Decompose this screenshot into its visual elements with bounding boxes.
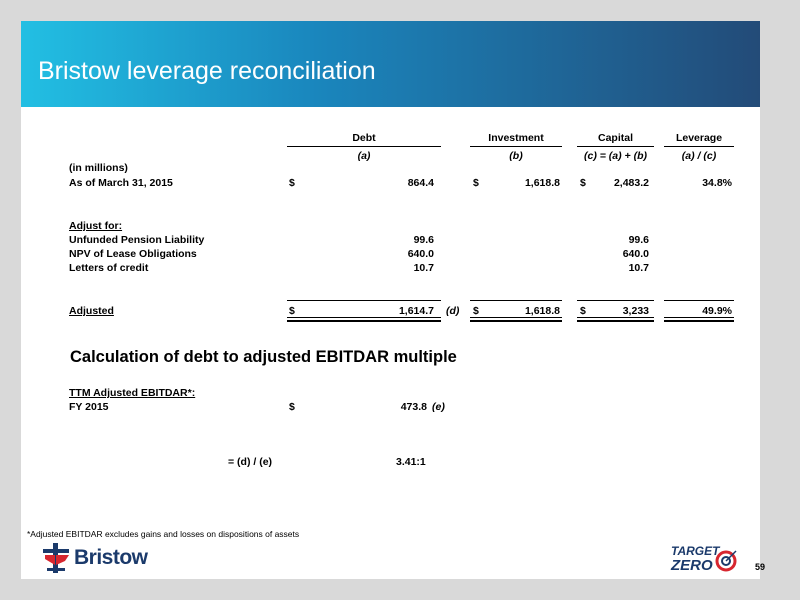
col-sub-capital: (c) = (a) + (b) [583,150,647,162]
currency-symbol: $ [580,305,586,317]
header-rule-capital [577,146,654,147]
col-header-leverage: Leverage [675,132,723,144]
as-of-debt-value: 864.4 [407,177,434,189]
as-of-investment-value: 1,618.8 [524,177,560,189]
units-label: (in millions) [69,162,128,174]
target-zero-bottom-text: ZERO [671,557,713,574]
as-of-capital-value: 2,483.2 [613,177,649,189]
header-rule-investment [470,146,562,147]
double-rule-investment [470,317,562,322]
ebitdar-value: 473.8 [400,401,427,413]
slide: Bristow leverage reconciliation Debt Inv… [21,21,765,579]
adjustment-label: Unfunded Pension Liability [69,234,205,246]
adjustment-capital-value: 10.7 [628,262,649,274]
adjustment-label: Letters of credit [69,262,149,274]
title-banner: Bristow leverage reconciliation [21,21,760,107]
adjustment-debt-value: 99.6 [413,234,434,246]
target-zero-logo: TARGET ZERO [669,542,739,576]
formula-label: = (d) / (e) [228,456,273,468]
col-sub-leverage: (a) / (c) [681,150,717,162]
currency-symbol: $ [473,305,479,317]
debt-reference-d: (d) [446,305,460,317]
col-header-debt: Debt [352,132,376,144]
adjustment-capital-value: 640.0 [622,248,649,260]
adjustment-capital-value: 99.6 [628,234,649,246]
currency-symbol: $ [289,177,295,189]
adjusted-capital-value: 3,233 [622,305,649,317]
double-rule-leverage [664,317,734,322]
adjust-header: Adjust for: [69,220,123,232]
page-title: Bristow leverage reconciliation [38,57,376,85]
section-title: Calculation of debt to adjusted EBITDAR … [70,348,457,366]
adjustment-label: NPV of Lease Obligations [69,248,197,260]
adjustment-debt-value: 10.7 [413,262,434,274]
currency-symbol: $ [289,305,295,317]
target-icon [715,550,737,572]
adjusted-label: Adjusted [69,305,114,317]
as-of-leverage-value: 34.8% [702,177,732,189]
bristow-wordmark: Bristow [74,546,148,569]
bristow-mark-icon [43,543,69,573]
total-rule-investment [470,300,562,301]
double-rule-capital [577,317,654,322]
footnote: *Adjusted EBITDAR excludes gains and los… [27,529,300,539]
total-rule-leverage [664,300,734,301]
header-rule-debt [287,146,441,147]
as-of-label: As of March 31, 2015 [69,177,173,189]
double-rule-debt [287,317,441,322]
col-header-capital: Capital [597,132,633,144]
ebitdar-row-label: FY 2015 [69,401,109,413]
adjustment-debt-value: 640.0 [407,248,434,260]
col-header-investment: Investment [488,132,544,144]
currency-symbol: $ [580,177,586,189]
col-sub-debt: (a) [357,150,371,162]
ebitdar-reference-e: (e) [432,401,445,413]
target-zero-top-text: TARGET [671,544,720,558]
adjusted-investment-value: 1,618.8 [524,305,560,317]
currency-symbol: $ [289,401,295,413]
ebitdar-header: TTM Adjusted EBITDAR*: [69,387,196,399]
adjusted-leverage-value: 49.9% [702,305,732,317]
total-rule-capital [577,300,654,301]
total-rule-debt [287,300,441,301]
multiple-value: 3.41:1 [396,456,426,468]
header-rule-leverage [664,146,734,147]
page-number: 59 [755,562,766,572]
adjusted-debt-value: 1,614.7 [398,305,434,317]
bristow-logo: Bristow [43,543,153,573]
col-sub-investment: (b) [509,150,523,162]
currency-symbol: $ [473,177,479,189]
